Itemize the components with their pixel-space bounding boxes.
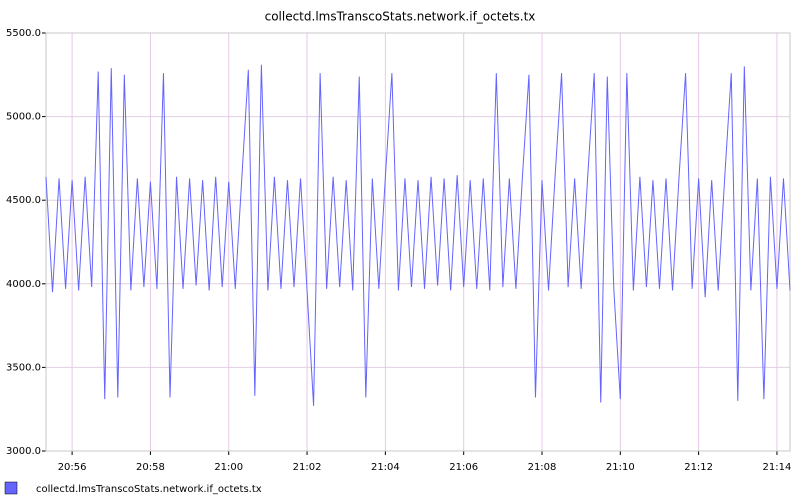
x-tick-label: 21:00 (214, 462, 243, 473)
x-tick-label: 21:06 (449, 462, 478, 473)
x-tick-label: 20:58 (136, 462, 165, 473)
y-tick-label: 3000.0 (6, 446, 41, 457)
y-tick-label: 4500.0 (6, 195, 41, 206)
x-tick-label: 21:14 (763, 462, 792, 473)
x-tick-label: 21:02 (293, 462, 322, 473)
chart-title: collectd.lmsTranscoStats.network.if_octe… (265, 10, 536, 24)
x-tick-label: 21:10 (606, 462, 635, 473)
legend-swatch (4, 481, 18, 495)
y-tick-label: 5000.0 (6, 112, 41, 123)
x-tick-label: 20:56 (58, 462, 87, 473)
x-tick-label: 21:08 (528, 462, 557, 473)
legend-label: collectd.lmsTranscoStats.network.if_octe… (36, 484, 262, 495)
y-tick-label: 3500.0 (6, 362, 41, 373)
x-tick-label: 21:04 (371, 462, 400, 473)
y-tick-label: 5500.0 (6, 28, 41, 39)
x-tick-label: 21:12 (684, 462, 713, 473)
plot-frame (45, 32, 791, 452)
y-tick-label: 4000.0 (6, 279, 41, 290)
series-line (45, 64, 791, 406)
